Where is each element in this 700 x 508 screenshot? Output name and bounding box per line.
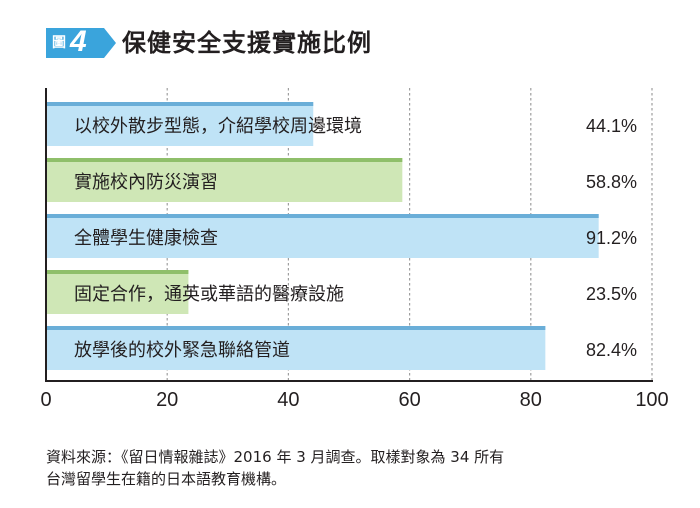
value-label-3: 23.5% [586, 284, 637, 304]
bar-label-0: 以校外散步型態，介紹學校周邊環境 [74, 116, 362, 137]
bar-0 [46, 102, 314, 146]
figure-badge-box [46, 28, 104, 58]
x-tick-label-0: 0 [40, 389, 51, 411]
source-line-2: 台灣留學生在籍的日本語教育機構。 [46, 470, 287, 488]
bar-label-4: 放學後的校外緊急聯絡管道 [74, 340, 290, 361]
x-tick-label-4: 80 [520, 389, 542, 411]
source-line-1: 資料來源：《留日情報雜誌》2016 年 3 月調查。取樣對象為 34 所有 [46, 448, 505, 466]
x-tick-label-2: 40 [277, 389, 299, 411]
bar-edge-4 [46, 326, 546, 330]
figure-badge: 圖 4 [46, 25, 116, 58]
bar-label-1: 實施校內防災演習 [74, 172, 218, 193]
bar-edge-1 [46, 158, 403, 162]
source-note: 資料來源：《留日情報雜誌》2016 年 3 月調查。取樣對象為 34 所有 台灣… [46, 446, 666, 490]
value-label-4: 82.4% [586, 340, 637, 360]
arrow-icon [104, 28, 116, 58]
bar-label-3: 固定合作，通英或華語的醫療設施 [74, 284, 344, 305]
chart-title: 保健安全支援實施比例 [122, 29, 372, 57]
value-label-2: 91.2% [586, 228, 637, 248]
bar-chart: 以校外散步型態，介紹學校周邊環境 44.1% 實施校內防災演習 58.8% 全體學生健康… [40, 88, 669, 411]
bar-edge-2 [46, 214, 599, 218]
figure-header: 圖 4 保健安全支援實施比例 [46, 24, 646, 60]
figure-badge-label: 圖 [52, 35, 66, 51]
x-tick-label-5: 100 [635, 389, 668, 411]
figure-badge-number: 4 [70, 25, 87, 58]
x-tick-label-3: 60 [398, 389, 420, 411]
bar-edge-3 [46, 270, 189, 274]
bar-4 [46, 326, 546, 370]
bar-2 [46, 214, 599, 258]
bar-3 [46, 270, 189, 314]
value-label-0: 44.1% [586, 116, 637, 136]
x-tick-label-1: 20 [156, 389, 178, 411]
bar-edge-0 [46, 102, 314, 106]
bar-label-2: 全體學生健康檢查 [74, 228, 218, 249]
bar-1 [46, 158, 403, 202]
value-label-1: 58.8% [586, 172, 637, 192]
